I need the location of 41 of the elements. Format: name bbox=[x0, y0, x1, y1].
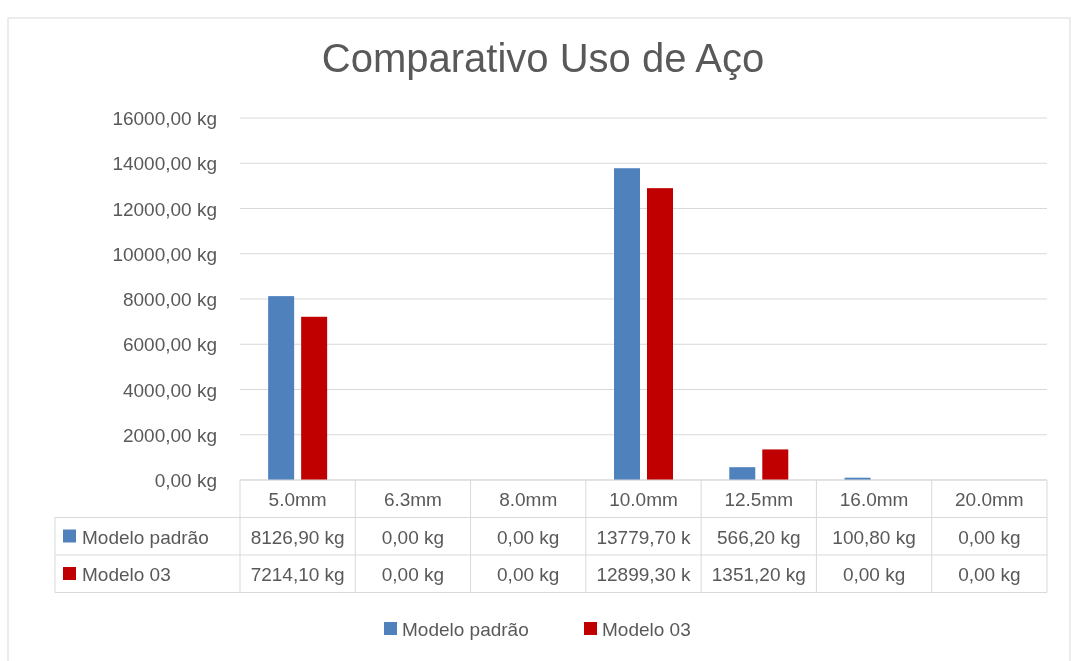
x-tick-label: 20.0mm bbox=[955, 489, 1024, 510]
y-tick-label: 16000,00 kg bbox=[112, 108, 217, 129]
bar bbox=[301, 316, 328, 480]
chart-title: Comparativo Uso de Aço bbox=[321, 36, 765, 80]
data-label: 0,00 kg bbox=[958, 526, 1021, 548]
y-tick-label: 12000,00 kg bbox=[112, 198, 217, 220]
data-label: 8126,90 kg bbox=[250, 526, 345, 548]
data-label: 1351,20 kg bbox=[711, 564, 806, 585]
x-tick-label: 16.0mm bbox=[839, 489, 909, 510]
y-tick-label: 10000,00 kg bbox=[112, 243, 217, 265]
data-label: 0,00 kg bbox=[958, 564, 1021, 585]
data-label: 0,00 kg bbox=[381, 526, 445, 548]
text: Modelo 03 bbox=[82, 564, 171, 585]
data-label: 0,00 kg bbox=[381, 564, 445, 585]
data-label: 0,00 kg bbox=[842, 564, 906, 585]
y-tick-label: 6000,00 kg bbox=[122, 334, 217, 356]
data-label: 12899,30 k bbox=[596, 564, 692, 585]
y-tick-label: 2000,00 kg bbox=[122, 424, 217, 446]
data-label: 13779,70 k bbox=[596, 526, 692, 548]
x-tick-label: 12.5mm bbox=[724, 489, 794, 510]
bar bbox=[268, 296, 295, 480]
legend-label: Modelo padrão bbox=[82, 526, 209, 548]
data-label: 0,00 kg bbox=[497, 564, 560, 585]
data-label: 0,00 kg bbox=[497, 526, 560, 548]
data-label: 566,20 kg bbox=[717, 526, 801, 548]
bar bbox=[729, 467, 756, 480]
x-tick-label: 5.0mm bbox=[268, 489, 327, 510]
data-label: 7214,10 kg bbox=[250, 564, 345, 585]
y-tick-label: 4000,00 kg bbox=[122, 379, 217, 401]
text: Modelo padrão bbox=[402, 619, 529, 640]
y-tick-label: 14000,00 kg bbox=[112, 153, 217, 175]
x-tick-label: 6.3mm bbox=[383, 489, 442, 510]
data-label: 100,80 kg bbox=[832, 526, 916, 548]
legend-label: Modelo 03 bbox=[602, 619, 691, 640]
x-tick-label: 8.0mm bbox=[499, 489, 558, 510]
y-tick-label: 0,00 kg bbox=[154, 470, 217, 491]
bar bbox=[647, 188, 673, 480]
x-tick-label: 10.0mm bbox=[609, 489, 678, 510]
bar bbox=[762, 449, 789, 480]
y-tick-label: 8000,00 kg bbox=[122, 289, 217, 310]
bar bbox=[614, 168, 640, 480]
